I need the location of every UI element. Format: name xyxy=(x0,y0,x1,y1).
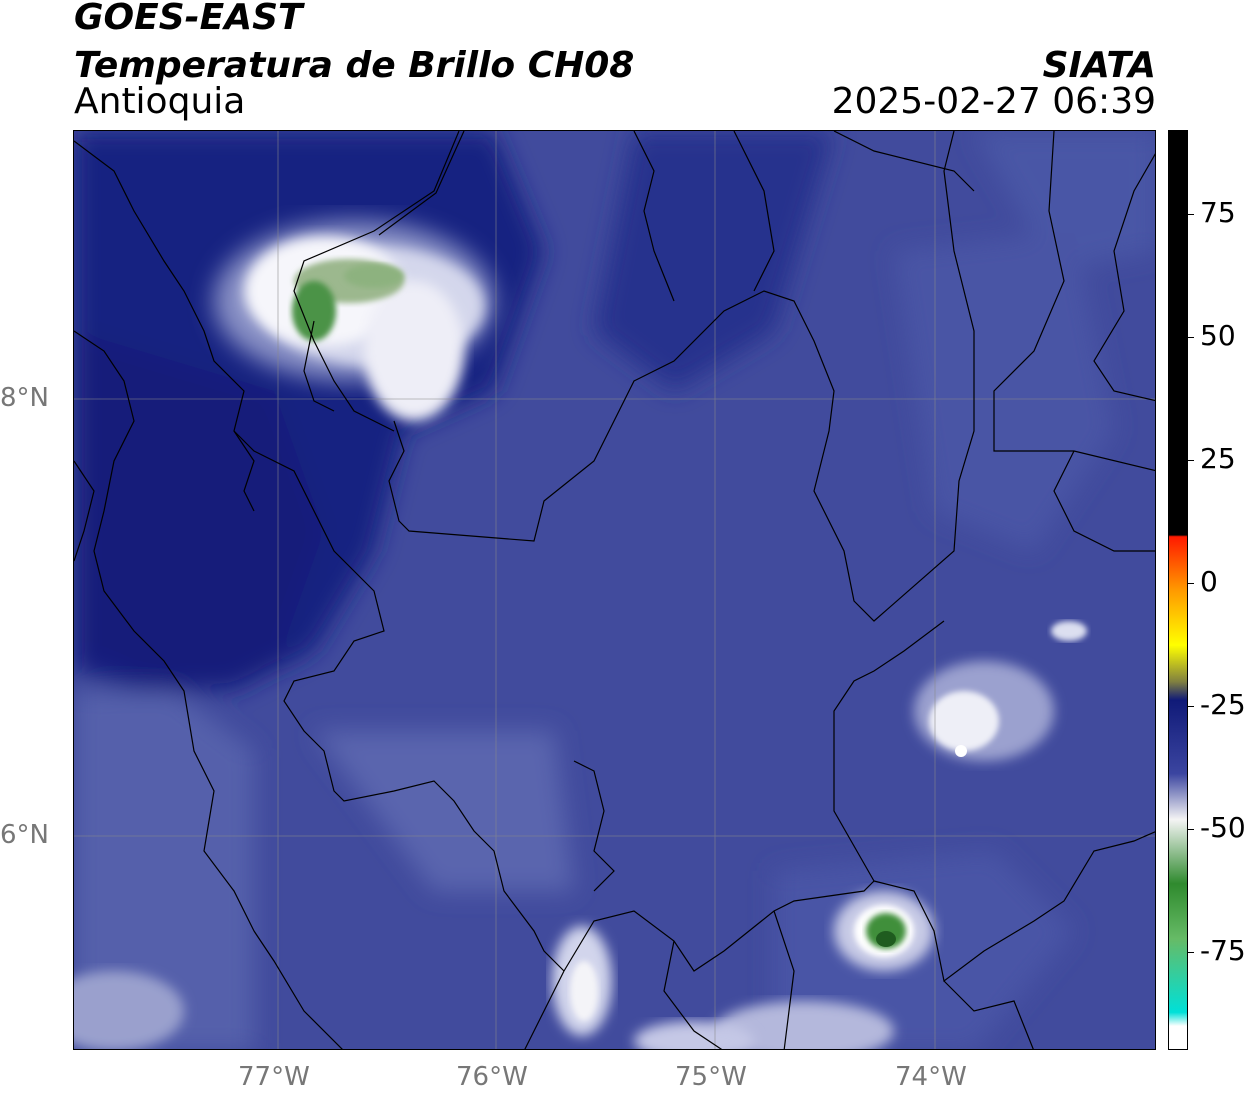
colorbar-tick xyxy=(1188,828,1194,830)
lon-tick-label: 74°W xyxy=(895,1062,967,1092)
cloud-cluster-east xyxy=(914,621,1087,761)
colorbar-tick-label: -75 xyxy=(1200,933,1246,967)
lon-tick-label: 75°W xyxy=(675,1062,747,1092)
administrative-borders xyxy=(74,131,1155,1049)
cloud-cluster-south xyxy=(74,891,934,1049)
graticule xyxy=(74,131,1155,1049)
colorbar-tick-label: 50 xyxy=(1200,318,1236,352)
colorbar-tick xyxy=(1188,705,1194,707)
lat-tick-label: 6°N xyxy=(0,820,49,850)
cloud-cluster-northwest xyxy=(214,221,494,421)
brightness-temperature-map xyxy=(73,130,1156,1050)
colorbar-tick-label: 0 xyxy=(1200,564,1218,598)
colorbar-tick xyxy=(1188,582,1194,584)
timestamp: 2025-02-27 06:39 xyxy=(831,81,1156,122)
colorbar-tick xyxy=(1188,336,1194,338)
agency-title: SIATA xyxy=(1042,45,1156,86)
lon-tick-label: 77°W xyxy=(238,1062,310,1092)
colorbar-tick-label: 25 xyxy=(1200,441,1236,475)
colorbar-tick-label: -25 xyxy=(1200,687,1246,721)
lon-tick-label: 76°W xyxy=(456,1062,528,1092)
temperature-colorbar xyxy=(1168,130,1188,1050)
colorbar-tick-label: -50 xyxy=(1200,810,1246,844)
lat-tick-label: 8°N xyxy=(0,383,49,413)
satellite-title: GOES-EAST xyxy=(74,0,303,38)
map-canvas xyxy=(74,131,1155,1049)
colorbar-tick xyxy=(1188,459,1194,461)
colorbar-tick-label: 75 xyxy=(1200,195,1236,229)
product-title: Temperatura de Brillo CH08 xyxy=(74,45,635,86)
colorbar-tick xyxy=(1188,951,1194,953)
colorbar-tick xyxy=(1188,213,1194,215)
region-title: Antioquia xyxy=(74,81,246,122)
